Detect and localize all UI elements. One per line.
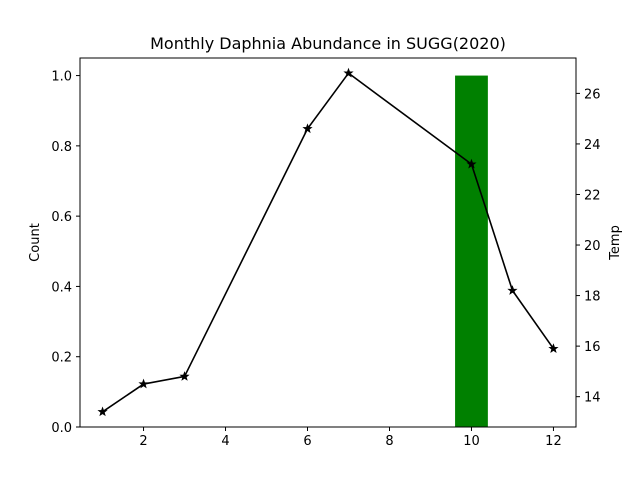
right-tick-label-22: 22	[584, 188, 601, 203]
temp-marker-10	[466, 158, 477, 169]
temp-line	[102, 72, 555, 413]
bars-layer	[455, 75, 488, 428]
right-tick-label-14: 14	[584, 391, 601, 406]
left-tick-label-2: 0.4	[51, 280, 72, 295]
right-tick-label-24: 24	[584, 138, 601, 153]
left-axis-label: Count	[28, 223, 43, 262]
temp-marker-1	[97, 406, 108, 417]
left-tick-label-1: 0.2	[51, 351, 72, 366]
right-tick-label-16: 16	[584, 340, 601, 355]
temp-marker-3	[179, 371, 190, 381]
left-tick-label-3: 0.6	[51, 210, 72, 225]
left-tick-label-4: 0.8	[51, 140, 72, 155]
x-tick-label-8: 8	[385, 434, 393, 449]
right-axis-ticks: 14 16 18 20 22 24 26	[576, 87, 601, 406]
left-tick-label-5: 1.0	[51, 70, 72, 85]
x-tick-label-4: 4	[221, 434, 229, 449]
x-tick-label-6: 6	[303, 434, 311, 449]
right-tick-label-20: 20	[584, 239, 601, 254]
left-tick-label-0: 0.0	[51, 421, 72, 436]
x-tick-label-12: 12	[545, 434, 562, 449]
temp-marker-2	[138, 378, 149, 389]
temp-marker-6	[302, 123, 313, 134]
plot-frame	[79, 57, 577, 428]
x-tick-label-10: 10	[463, 434, 480, 449]
temp-marker-12	[548, 343, 559, 353]
line-layer	[97, 67, 559, 417]
right-axis-label: Temp	[608, 225, 623, 261]
chart-title: Monthly Daphnia Abundance in SUGG(2020)	[150, 34, 506, 53]
right-tick-label-26: 26	[584, 87, 601, 102]
left-axis-ticks: 0.0 0.2 0.4 0.6 0.8 1.0	[51, 70, 80, 436]
x-tick-label-2: 2	[139, 434, 147, 449]
temp-marker-11	[507, 285, 518, 295]
temp-marker-7	[343, 67, 354, 78]
x-axis-ticks: 2 4 6 8 10 12	[139, 427, 562, 449]
right-tick-label-18: 18	[584, 290, 601, 305]
bar-10	[455, 75, 488, 428]
